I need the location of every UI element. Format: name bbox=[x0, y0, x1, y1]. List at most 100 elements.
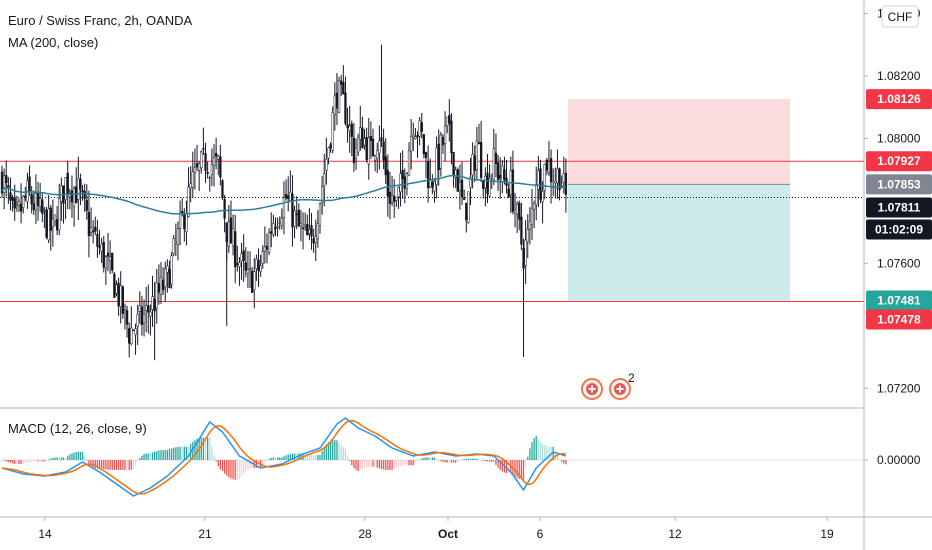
candle-body bbox=[382, 141, 385, 161]
candle-body bbox=[9, 192, 12, 201]
candle-body bbox=[187, 186, 190, 217]
candle-body bbox=[306, 224, 309, 236]
candle-body bbox=[318, 203, 322, 226]
candle-body bbox=[537, 170, 540, 190]
candle-body bbox=[242, 250, 245, 261]
candle-body bbox=[159, 276, 163, 295]
currency-button[interactable]: CHF bbox=[881, 5, 919, 28]
candle-body bbox=[26, 180, 29, 202]
candle-body bbox=[195, 163, 199, 168]
candle-body bbox=[545, 159, 548, 171]
candle-body bbox=[77, 178, 80, 200]
candle-body bbox=[479, 142, 483, 178]
candle-body bbox=[276, 226, 279, 228]
candle-body bbox=[58, 198, 61, 231]
price-badge-hline bbox=[866, 309, 932, 330]
candle-body bbox=[549, 158, 553, 183]
candle-body bbox=[282, 197, 286, 218]
candle-body bbox=[36, 192, 40, 206]
candle-body bbox=[401, 170, 404, 180]
candle-body bbox=[460, 179, 464, 197]
time-tick-label: 19 bbox=[820, 527, 834, 541]
event-flag-icon[interactable] bbox=[581, 378, 603, 400]
candle-body bbox=[435, 147, 438, 185]
candle-body bbox=[231, 228, 235, 247]
candle-body bbox=[259, 265, 262, 272]
candle-body bbox=[299, 223, 303, 227]
candle-body bbox=[501, 165, 504, 183]
candle-body bbox=[471, 154, 474, 176]
candle-body bbox=[344, 92, 347, 124]
candle-body bbox=[261, 251, 264, 264]
candle-body bbox=[342, 82, 345, 95]
candle-body bbox=[41, 199, 44, 214]
candle-body bbox=[371, 138, 375, 157]
candle-body bbox=[22, 195, 25, 208]
macd-tick-label: 0.00000 bbox=[877, 453, 921, 467]
candle-body bbox=[388, 191, 392, 204]
candle-body bbox=[287, 195, 290, 199]
candle-body bbox=[200, 151, 203, 169]
candle-body bbox=[395, 197, 398, 201]
candle-body bbox=[145, 305, 148, 311]
candle-body bbox=[246, 269, 250, 274]
candle-body bbox=[410, 136, 413, 152]
price-badge-label: 01:02:09 bbox=[875, 222, 923, 236]
candle-body bbox=[217, 155, 220, 160]
candle-body bbox=[208, 177, 211, 179]
candle-body bbox=[94, 226, 97, 232]
candle-body bbox=[81, 189, 84, 193]
candle-body bbox=[350, 123, 353, 137]
candle-body bbox=[147, 305, 150, 313]
candle-body bbox=[151, 296, 154, 310]
event-count: 2 bbox=[628, 371, 635, 385]
candle-body bbox=[174, 241, 177, 244]
candle-body bbox=[34, 192, 38, 211]
candle-body bbox=[373, 155, 377, 161]
candle-body bbox=[331, 112, 334, 151]
candle-body bbox=[340, 80, 343, 85]
candles-layer[interactable] bbox=[0, 44, 568, 361]
candle-body bbox=[513, 209, 517, 214]
candle-body bbox=[176, 228, 180, 246]
macd-legend: MACD (12, 26, close, 9) bbox=[8, 421, 147, 436]
candle-body bbox=[51, 218, 55, 228]
candle-body bbox=[130, 327, 133, 344]
candle-body bbox=[503, 169, 506, 180]
candle-body bbox=[85, 199, 88, 211]
candle-body bbox=[424, 152, 428, 158]
candle-body bbox=[2, 175, 6, 194]
candle-body bbox=[155, 282, 158, 309]
candle-body bbox=[367, 137, 370, 165]
candle-body bbox=[431, 181, 434, 188]
event-flag-group-icon[interactable]: 2 bbox=[609, 371, 635, 400]
candle-body bbox=[89, 227, 93, 233]
candle-body bbox=[234, 231, 237, 268]
candle-body bbox=[185, 213, 188, 232]
position-tool-layer[interactable] bbox=[568, 99, 790, 301]
candle-body bbox=[15, 203, 18, 206]
candle-body bbox=[327, 147, 330, 159]
candle-body bbox=[183, 212, 186, 230]
candle-body bbox=[248, 268, 252, 271]
candle-body bbox=[291, 193, 294, 228]
candle-body bbox=[297, 209, 300, 227]
signal-line bbox=[1, 419, 567, 495]
candle-body bbox=[24, 195, 27, 198]
candle-body bbox=[142, 313, 146, 323]
candle-body bbox=[170, 255, 173, 285]
time-tick-label: Oct bbox=[438, 527, 458, 541]
candle-body bbox=[293, 210, 296, 227]
candle-body bbox=[312, 238, 315, 244]
candle-body bbox=[359, 127, 362, 140]
candle-body bbox=[547, 161, 551, 173]
candle-body bbox=[100, 244, 103, 252]
candle-body bbox=[526, 228, 529, 242]
candle-body bbox=[556, 168, 559, 184]
candle-body bbox=[393, 195, 396, 202]
candle-body bbox=[11, 197, 14, 201]
candle-body bbox=[467, 191, 470, 223]
candle-body bbox=[134, 328, 137, 335]
candle-body bbox=[280, 217, 283, 226]
